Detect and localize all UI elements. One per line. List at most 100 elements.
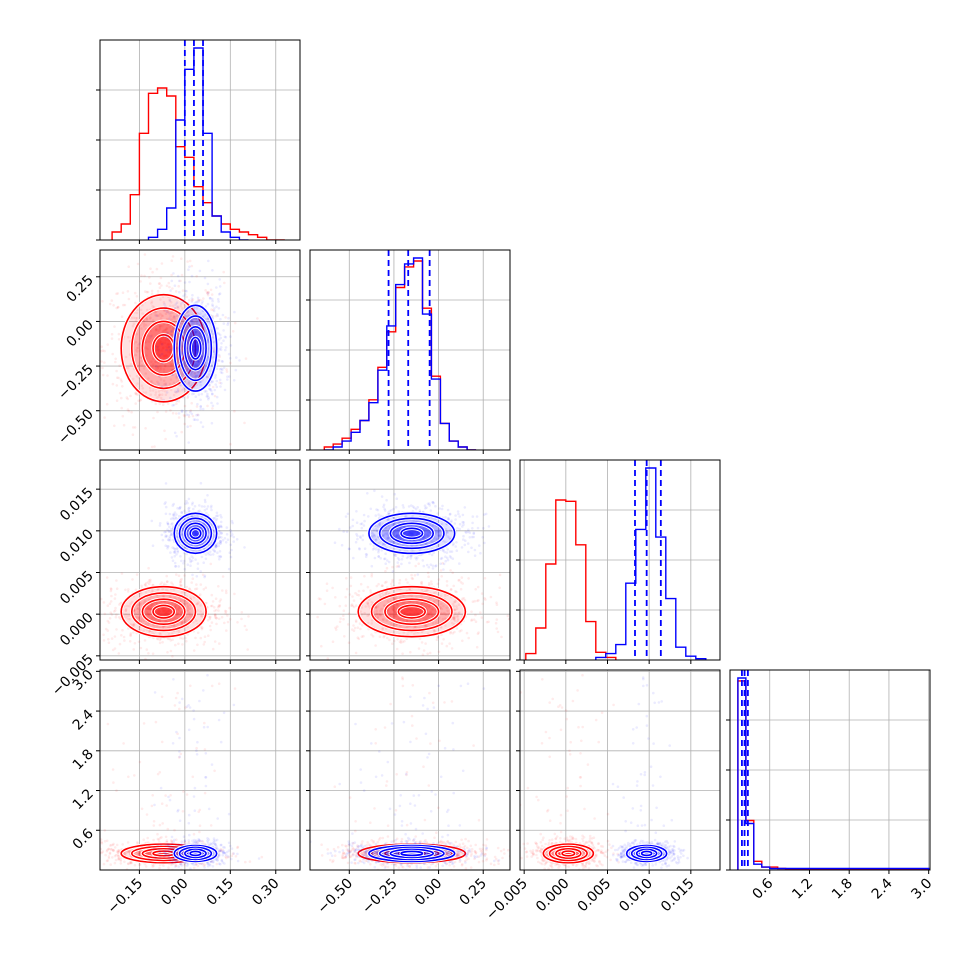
scatter-point <box>342 609 346 612</box>
scatter-point <box>169 312 173 315</box>
scatter-point <box>420 602 424 605</box>
scatter-point <box>127 617 130 621</box>
scatter-point <box>110 843 113 847</box>
scatter-point <box>129 394 132 398</box>
scatter-point <box>383 509 387 512</box>
scatter-point <box>105 849 109 853</box>
scatter-point <box>155 368 158 371</box>
scatter-point <box>173 547 177 551</box>
scatter-point <box>136 350 139 353</box>
scatter-point <box>171 559 175 562</box>
scatter-point <box>458 522 462 526</box>
scatter-point <box>173 284 177 288</box>
scatter-point <box>140 274 143 278</box>
scatter-point <box>170 318 173 322</box>
scatter-point <box>210 593 214 597</box>
scatter-point <box>225 629 228 632</box>
scatter-point <box>176 549 180 553</box>
scatter-point <box>190 319 193 322</box>
scatter-point <box>165 804 168 807</box>
scatter-point <box>106 619 110 623</box>
scatter-point <box>200 614 203 618</box>
scatter-point <box>196 602 199 605</box>
scatter-point <box>347 547 351 550</box>
scatter-point <box>446 609 450 613</box>
scatter-point <box>186 605 190 608</box>
scatter-point <box>155 342 159 346</box>
scatter-point <box>439 569 443 572</box>
scatter-point <box>355 521 359 524</box>
scatter-point <box>180 409 184 412</box>
scatter-point <box>149 851 152 854</box>
scatter-point <box>160 581 163 584</box>
scatter-point <box>139 619 143 622</box>
scatter-point <box>437 543 441 547</box>
scatter-point <box>394 505 398 509</box>
scatter-point <box>208 384 212 387</box>
scatter-point <box>407 505 411 508</box>
scatter-point <box>213 394 217 398</box>
scatter-point <box>431 524 435 527</box>
scatter-point <box>455 541 458 544</box>
scatter-panel-1-0 <box>100 253 259 449</box>
scatter-point <box>191 775 195 779</box>
scatter-point <box>424 642 427 645</box>
scatter-point <box>196 360 200 363</box>
scatter-point <box>113 846 117 849</box>
scatter-point <box>473 554 477 557</box>
scatter-point <box>195 275 198 278</box>
scatter-point <box>169 530 173 534</box>
scatter-point <box>206 375 209 378</box>
scatter-point <box>157 390 161 393</box>
scatter-point <box>416 531 419 535</box>
scatter-point <box>143 319 146 322</box>
scatter-point <box>167 345 171 349</box>
scatter-point <box>225 368 228 371</box>
scatter-point <box>209 296 212 300</box>
scatter-point <box>157 609 161 613</box>
scatter-point <box>201 425 205 429</box>
scatter-point <box>401 537 405 541</box>
scatter-point <box>115 306 118 310</box>
scatter-point <box>203 505 206 508</box>
scatter-point <box>159 276 163 280</box>
scatter-point <box>380 584 384 587</box>
scatter-point <box>144 323 148 327</box>
scatter-point <box>470 618 474 621</box>
scatter-point <box>453 611 456 615</box>
scatter-point <box>215 545 218 548</box>
scatter-point <box>452 604 456 608</box>
scatter-point <box>207 396 210 400</box>
scatter-point <box>147 613 151 617</box>
scatter-point <box>154 391 158 394</box>
scatter-point <box>135 392 138 396</box>
scatter-point <box>181 643 184 646</box>
scatter-point <box>195 351 198 355</box>
scatter-point <box>195 322 199 326</box>
scatter-point <box>401 555 405 558</box>
scatter-point <box>172 502 175 506</box>
scatter-point <box>138 349 141 352</box>
scatter-point <box>445 613 448 616</box>
scatter-point <box>358 547 361 551</box>
scatter-point <box>213 550 217 553</box>
scatter-point <box>219 385 222 388</box>
scatter-point <box>354 619 358 622</box>
scatter-point <box>438 616 441 620</box>
scatter-point <box>146 606 150 610</box>
scatter-point <box>134 392 137 396</box>
scatter-point <box>375 609 379 613</box>
scatter-point <box>447 612 450 616</box>
scatter-point <box>398 581 401 585</box>
scatter-point <box>186 425 189 429</box>
scatter-point <box>194 317 198 321</box>
scatter-point <box>125 396 129 399</box>
scatter-point <box>400 557 404 561</box>
scatter-point <box>462 597 466 600</box>
scatter-point <box>204 586 208 589</box>
scatter-point <box>190 320 194 324</box>
scatter-point <box>194 395 198 399</box>
scatter-point <box>122 742 125 745</box>
scatter-point <box>466 542 470 545</box>
scatter-point <box>192 385 196 388</box>
